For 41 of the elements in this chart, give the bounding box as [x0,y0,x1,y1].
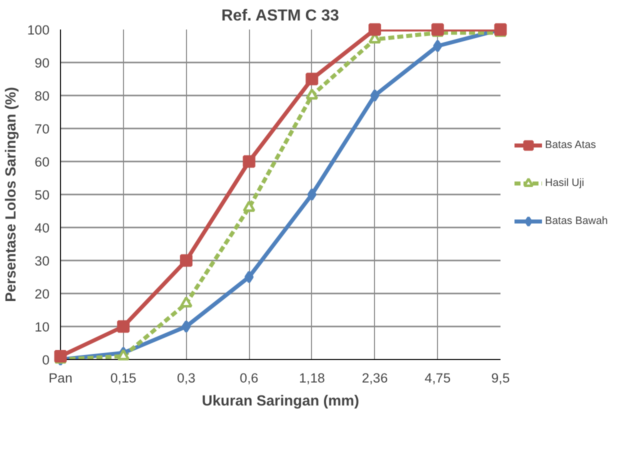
x-tick-label: 0,3 [176,370,196,386]
point [370,89,380,102]
x-tick-label: 1,18 [298,370,325,386]
point [431,23,444,36]
y-tick-label: 80 [34,88,50,104]
y-tick-label: 0 [42,352,50,368]
point [307,188,317,201]
x-tick-label: 0,15 [110,370,136,386]
y-tick-label: 20 [34,286,50,302]
point [306,88,318,100]
y-tick-label: 90 [34,56,50,70]
y-tick-label: 70 [34,122,50,136]
y-tick-label: 40 [34,220,50,236]
point [433,40,442,52]
legend-label: Batas Bawah [545,215,608,227]
point [242,200,256,212]
legend-label: Batas Atas [545,139,596,151]
y-tick-label: 100 [27,22,50,38]
point [182,320,191,333]
point [306,72,318,86]
x-tick-label: 0,6 [240,370,258,386]
x-tick-label: 9,5 [491,370,510,386]
chart-title: Ref. ASTM C 33 [221,8,340,24]
x-tick-label: 2,36 [362,370,388,386]
y-tick-label: 10 [34,320,50,334]
point [180,254,192,267]
point [368,23,382,36]
y-axis-title: Persentase Lolos Saringan (%) [3,86,20,302]
point [244,270,254,284]
point [117,349,130,360]
x-tick-label: 4,75 [424,370,451,386]
point [117,320,130,333]
point [242,155,256,168]
legend-label: Hasil Uji [545,177,584,189]
point [54,350,67,362]
point [180,296,192,308]
x-axis-title: Ukuran Saringan (mm) [202,394,360,410]
y-tick-label: 60 [34,154,50,170]
y-tick-label: 30 [34,254,50,268]
y-tick-label: 50 [34,188,50,202]
x-tick-label: Pan [48,370,72,386]
